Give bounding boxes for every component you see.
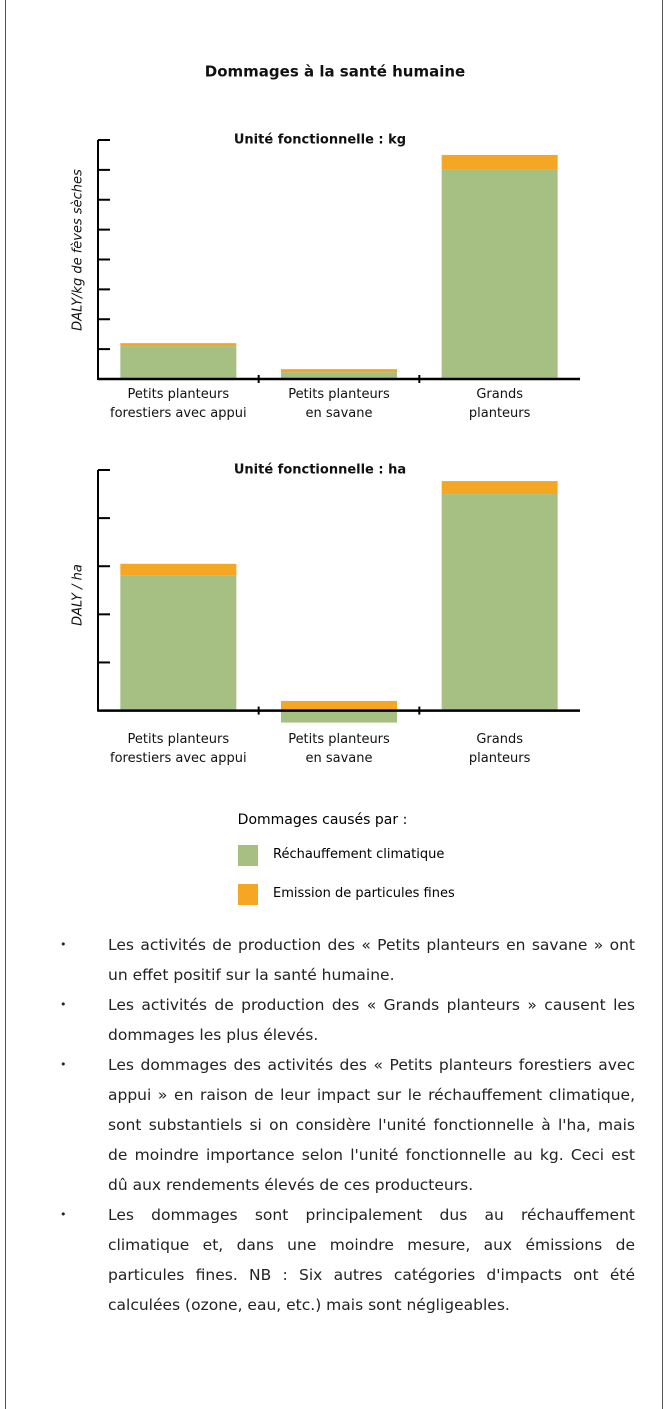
frame bbox=[5, 0, 663, 1409]
bullet: Les dommages sont principalement dus au … bbox=[60, 1200, 635, 1320]
chart-subtitle: Unité fonctionnelle : ha bbox=[234, 463, 406, 478]
bar-segment bbox=[281, 700, 397, 711]
bar-segment bbox=[120, 346, 237, 379]
bar-segment bbox=[120, 575, 237, 711]
legend-swatch bbox=[238, 845, 258, 866]
charts: Dommages à la santé humaine Unité foncti… bbox=[71, 63, 580, 723]
bar-segment bbox=[120, 343, 237, 347]
bar-segment bbox=[281, 710, 397, 723]
bullet: Les activités de production des « Petits… bbox=[60, 930, 635, 990]
x-tick-label: Grands planteurs bbox=[468, 387, 531, 421]
y-axis-label: DALY / ha bbox=[71, 564, 86, 626]
bar-segment bbox=[441, 494, 558, 711]
x-tick-label: Petits planteurs forestiers avec appui bbox=[110, 387, 247, 421]
bar-segment bbox=[441, 169, 558, 379]
x-tick-label: Grands planteurs bbox=[468, 732, 531, 766]
x-tick-label: Petits planteurs forestiers avec appui bbox=[110, 732, 247, 766]
legend-label: Réchauffement climatique bbox=[273, 847, 445, 862]
y-axis-label: DALY/kg de fèves sèches bbox=[71, 169, 86, 331]
x-tick-label: Petits planteurs en savane bbox=[288, 387, 390, 421]
legend-title: Dommages causés par : bbox=[237, 812, 408, 828]
bar-segment bbox=[120, 563, 237, 576]
x-tick-label: Petits planteurs en savane bbox=[288, 732, 390, 766]
bullet: Les activités de production des « Grands… bbox=[60, 990, 635, 1050]
bullet: Les dommages des activités des « Petits … bbox=[60, 1050, 635, 1200]
bar-segment bbox=[281, 372, 397, 379]
chart-subtitle: Unité fonctionnelle : kg bbox=[234, 133, 406, 148]
bar-segment bbox=[441, 481, 558, 495]
bullet-list: Les activités de production des « Petits… bbox=[60, 930, 635, 1320]
bar-segment bbox=[441, 154, 558, 170]
title: Dommages à la santé humaine bbox=[205, 63, 465, 81]
legend-label: Emission de particules fines bbox=[273, 886, 455, 901]
legend-swatch bbox=[238, 884, 258, 905]
bar-segment bbox=[281, 369, 397, 373]
